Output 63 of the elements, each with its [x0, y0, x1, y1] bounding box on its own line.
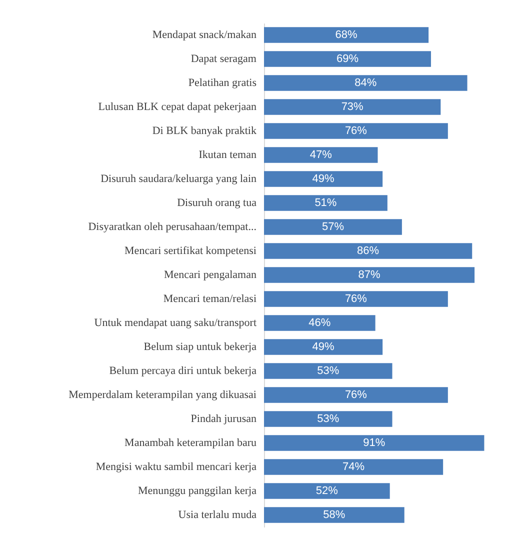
data-label: 84% [354, 77, 377, 89]
y-tick-label: Usia terlalu muda [178, 509, 257, 521]
bar [264, 411, 392, 427]
data-label: 46% [308, 317, 331, 329]
y-tick-label: Mencari teman/relasi [163, 293, 256, 305]
bar [264, 387, 448, 403]
data-label: 53% [317, 365, 340, 377]
bar [264, 75, 468, 91]
bar [264, 435, 484, 451]
bar [264, 291, 448, 307]
y-tick-label: Mengisi waktu sambil mencari kerja [96, 461, 257, 473]
bar [264, 147, 378, 163]
y-tick-label: Lulusan BLK cepat dapat pekerjaan [98, 101, 257, 113]
bar [264, 123, 448, 139]
y-tick-label: Ikutan teman [198, 149, 257, 161]
bar [264, 27, 429, 43]
y-tick-label: Disuruh saudara/keluarga yang lain [100, 173, 257, 185]
data-label: 74% [342, 461, 365, 473]
y-tick-label: Mencari pengalaman [164, 269, 257, 281]
data-label: 76% [344, 389, 368, 401]
data-label: 53% [317, 413, 340, 425]
bar [264, 99, 441, 115]
data-label: 51% [314, 197, 337, 209]
bar [264, 51, 431, 67]
bar [264, 267, 475, 283]
bar [264, 219, 402, 235]
y-tick-label: Belum percaya diri untuk bekerja [109, 365, 257, 377]
data-label: 87% [358, 269, 380, 281]
data-label: 73% [341, 101, 364, 113]
y-tick-label: Memperdalam keterampilan yang dikuasai [68, 389, 256, 401]
data-label: 52% [316, 485, 338, 497]
bar [264, 315, 376, 331]
data-label: 69% [336, 53, 359, 65]
data-label: 49% [312, 173, 335, 185]
y-tick-label: Belum siap untuk bekerja [144, 341, 257, 353]
data-label: 76% [344, 125, 368, 137]
y-tick-label: Pindah jurusan [190, 413, 257, 425]
y-tick-label: Disyaratkan oleh perusahaan/tempat... [88, 221, 257, 233]
bar [264, 507, 404, 523]
y-tick-label: Disuruh orang tua [177, 197, 257, 209]
bar [264, 243, 472, 259]
bar [264, 363, 392, 379]
bar [264, 459, 444, 475]
bar [264, 171, 383, 187]
y-tick-label: Dapat seragam [190, 53, 257, 65]
data-label: 49% [312, 341, 335, 353]
y-tick-label: Pelatihan gratis [188, 77, 256, 89]
bar [264, 195, 388, 211]
y-tick-label: Untuk mendapat uang saku/transport [94, 317, 256, 329]
y-tick-label: Manambah keterampilan baru [124, 437, 257, 449]
data-label: 57% [322, 221, 344, 233]
data-label: 58% [323, 509, 346, 521]
data-label: 91% [363, 437, 386, 449]
data-label: 68% [335, 29, 358, 41]
bar [264, 483, 390, 499]
bar [264, 339, 383, 355]
data-label: 47% [310, 149, 332, 161]
y-tick-label: Di BLK banyak praktik [152, 125, 257, 137]
y-tick-label: Mencari sertifikat kompetensi [124, 245, 256, 257]
y-tick-label: Menunggu panggilan kerja [138, 485, 257, 497]
y-tick-label: Mendapat snack/makan [152, 29, 257, 41]
data-label: 76% [344, 293, 368, 305]
data-label: 86% [357, 245, 380, 257]
